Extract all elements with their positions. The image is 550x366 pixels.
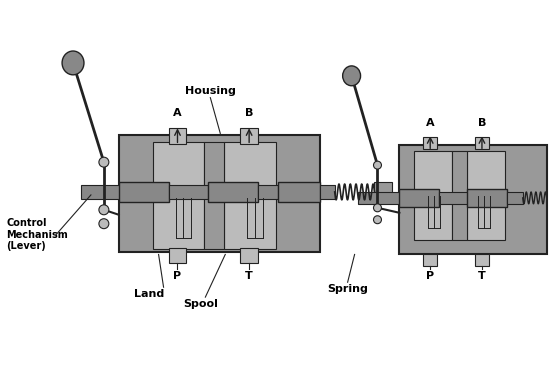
Bar xyxy=(467,189,507,207)
Text: B: B xyxy=(245,108,254,119)
Bar xyxy=(424,254,437,266)
Circle shape xyxy=(99,157,109,167)
Bar xyxy=(205,142,224,250)
Bar xyxy=(414,196,452,240)
Bar xyxy=(467,151,505,195)
Bar xyxy=(152,198,205,250)
Bar xyxy=(168,128,186,144)
Bar xyxy=(467,196,505,240)
Ellipse shape xyxy=(343,66,361,86)
Ellipse shape xyxy=(62,51,84,75)
Circle shape xyxy=(373,216,382,224)
Bar xyxy=(224,198,276,250)
Bar xyxy=(375,182,392,202)
Bar xyxy=(208,182,258,202)
Bar xyxy=(278,182,320,202)
Bar xyxy=(475,137,489,149)
Circle shape xyxy=(373,161,382,169)
Circle shape xyxy=(99,219,109,229)
Text: P: P xyxy=(173,271,182,281)
Bar xyxy=(168,247,186,264)
Bar xyxy=(399,189,439,207)
Bar xyxy=(414,151,452,195)
Bar xyxy=(439,192,469,204)
Text: Land: Land xyxy=(134,289,164,299)
Bar xyxy=(507,192,522,204)
Text: T: T xyxy=(478,271,486,281)
Bar xyxy=(119,182,168,202)
Bar xyxy=(399,145,547,254)
Text: Spring: Spring xyxy=(327,284,368,294)
Text: B: B xyxy=(478,119,486,128)
Bar xyxy=(119,135,320,253)
Circle shape xyxy=(373,204,382,212)
Bar xyxy=(424,137,437,149)
Bar xyxy=(358,192,402,204)
Circle shape xyxy=(99,205,109,215)
Text: A: A xyxy=(426,119,434,128)
Bar xyxy=(320,185,335,199)
Bar xyxy=(452,151,467,240)
Text: T: T xyxy=(245,271,253,281)
Text: A: A xyxy=(173,108,182,119)
Bar xyxy=(240,247,258,264)
Text: Control
Mechanism
(Lever): Control Mechanism (Lever) xyxy=(7,218,68,251)
Text: Housing: Housing xyxy=(185,86,236,96)
Text: Spool: Spool xyxy=(183,299,218,309)
Bar xyxy=(81,185,121,199)
Bar xyxy=(240,128,258,144)
Bar xyxy=(475,254,489,266)
Bar xyxy=(258,185,278,199)
Bar xyxy=(152,142,205,194)
Text: P: P xyxy=(426,271,434,281)
Bar xyxy=(168,185,208,199)
Bar xyxy=(224,142,276,194)
